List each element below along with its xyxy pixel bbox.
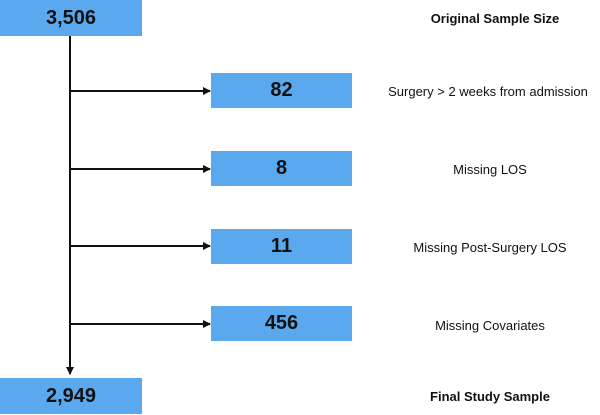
end-label: Final Study Sample — [430, 389, 550, 404]
exclusion-label-2: Missing LOS — [453, 162, 527, 177]
exclusion-label-4: Missing Covariates — [435, 318, 545, 333]
exclusion-count-box-4: 456 — [211, 306, 352, 341]
exclusion-count-box-2: 8 — [211, 151, 352, 186]
start-label: Original Sample Size — [430, 11, 560, 26]
exclusion-label-1: Surgery > 2 weeks from admission — [388, 84, 588, 99]
exclusion-count-box-1: 82 — [211, 73, 352, 108]
exclusion-count-box-3: 11 — [211, 229, 352, 264]
exclusion-label-3: Missing Post-Surgery LOS — [413, 240, 567, 255]
end-count-box: 2,949 — [0, 378, 142, 414]
start-count-box: 3,506 — [0, 0, 142, 36]
